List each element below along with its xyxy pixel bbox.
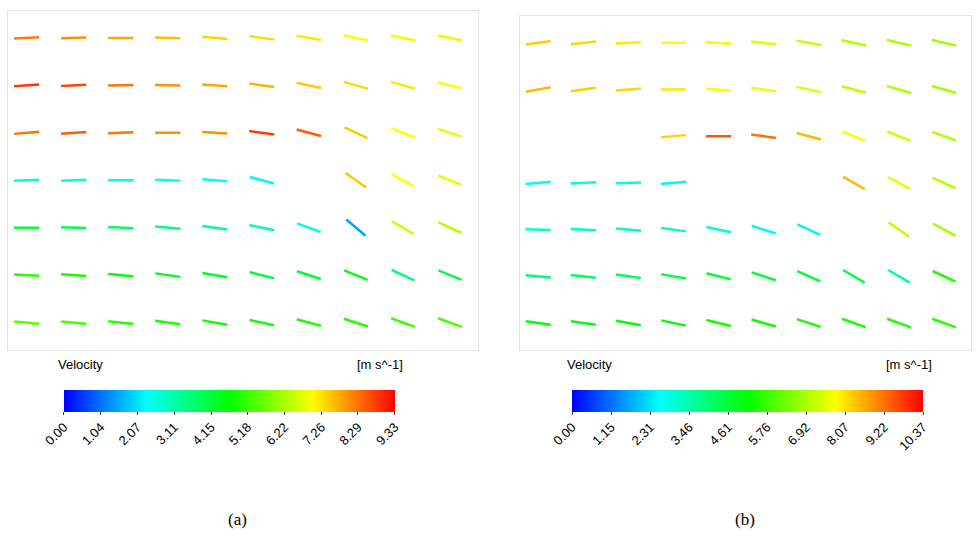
svg-text:1.04: 1.04 [79, 420, 108, 449]
svg-text:2.07: 2.07 [116, 420, 145, 449]
svg-text:9.33: 9.33 [373, 420, 402, 449]
svg-text:6.22: 6.22 [263, 420, 292, 449]
svg-text:0.00: 0.00 [42, 420, 71, 449]
svg-text:8.07: 8.07 [823, 420, 852, 449]
svg-text:2.31: 2.31 [629, 420, 658, 449]
svg-text:10.37: 10.37 [896, 420, 930, 454]
svg-text:6.92: 6.92 [785, 420, 814, 449]
svg-text:Velocity: Velocity [58, 357, 103, 372]
svg-text:Velocity: Velocity [567, 357, 612, 372]
svg-text:3.46: 3.46 [667, 420, 696, 449]
svg-text:5.76: 5.76 [745, 420, 774, 449]
svg-text:(a): (a) [228, 510, 247, 529]
svg-text:(b): (b) [735, 510, 755, 529]
svg-text:0.00: 0.00 [550, 420, 579, 449]
svg-text:[m s^-1]: [m s^-1] [886, 357, 932, 372]
svg-text:9.22: 9.22 [862, 420, 891, 449]
svg-text:4.61: 4.61 [706, 420, 735, 449]
svg-text:7.26: 7.26 [300, 420, 329, 449]
svg-text:1.15: 1.15 [589, 420, 618, 449]
svg-text:8.29: 8.29 [336, 420, 365, 449]
svg-text:3.11: 3.11 [153, 420, 181, 448]
svg-text:4.15: 4.15 [189, 420, 218, 449]
svg-text:[m s^-1]: [m s^-1] [357, 357, 403, 372]
svg-text:5.18: 5.18 [226, 420, 255, 449]
